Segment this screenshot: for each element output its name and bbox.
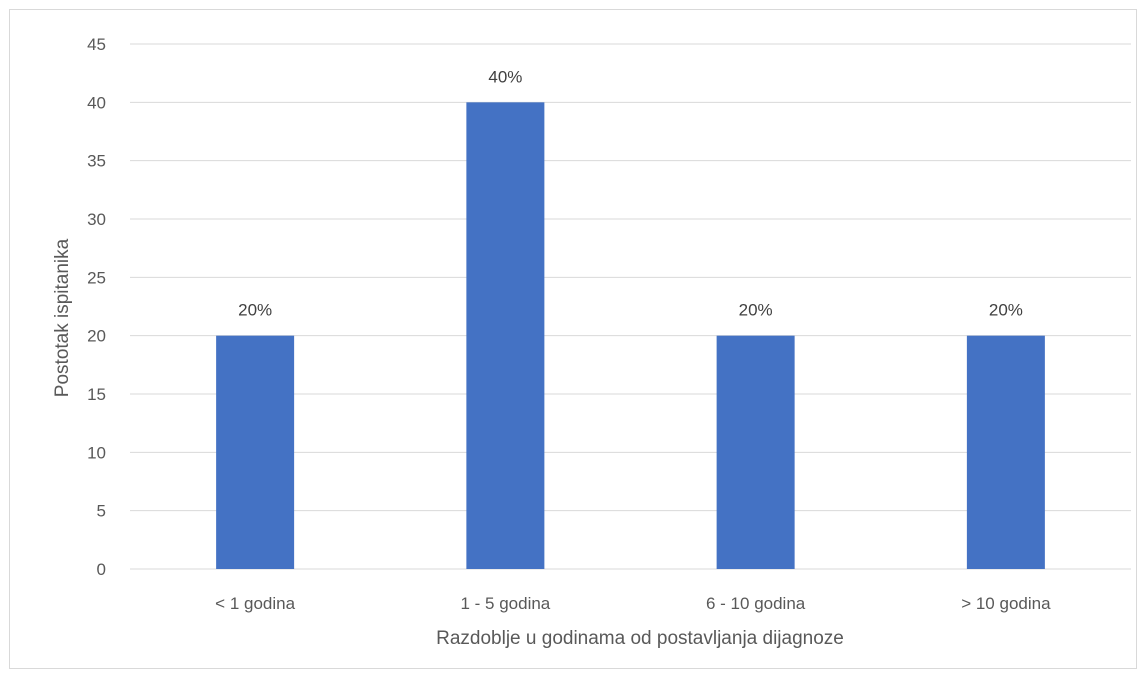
y-axis-title: Postotak ispitanika (52, 238, 73, 397)
y-tick-label: 35 (87, 152, 106, 171)
bar (466, 102, 545, 569)
data-label: 20% (739, 301, 773, 320)
data-labels: 20% 40% 20% 20% (238, 67, 1023, 319)
y-tick-labels: 0 5 10 15 20 25 30 35 40 45 (87, 35, 106, 579)
x-tick-label: 1 - 5 godina (460, 594, 550, 613)
y-tick-label: 45 (87, 35, 106, 54)
bar (716, 335, 795, 569)
chart-frame (9, 9, 1137, 669)
bar (966, 335, 1045, 569)
x-tick-label: 6 - 10 godina (706, 594, 806, 613)
y-tick-label: 15 (87, 385, 106, 404)
bars (216, 102, 1045, 569)
y-tick-label: 40 (87, 93, 106, 112)
gridlines (130, 43, 1131, 570)
x-tick-label: < 1 godina (215, 594, 295, 613)
y-tick-label: 5 (97, 502, 106, 521)
data-label: 40% (488, 67, 522, 86)
y-tick-label: 25 (87, 268, 106, 287)
y-tick-label: 30 (87, 210, 106, 229)
y-tick-label: 0 (97, 560, 106, 579)
x-axis-title: Razdoblje u godinama od postavljanja dij… (436, 628, 844, 649)
data-label: 20% (989, 301, 1023, 320)
bar (216, 335, 295, 569)
y-tick-label: 10 (87, 443, 106, 462)
x-tick-label: > 10 godina (961, 594, 1051, 613)
x-tick-labels: < 1 godina 1 - 5 godina 6 - 10 godina > 10 … (215, 594, 1051, 613)
data-label: 20% (238, 301, 272, 320)
y-tick-label: 20 (87, 327, 106, 346)
